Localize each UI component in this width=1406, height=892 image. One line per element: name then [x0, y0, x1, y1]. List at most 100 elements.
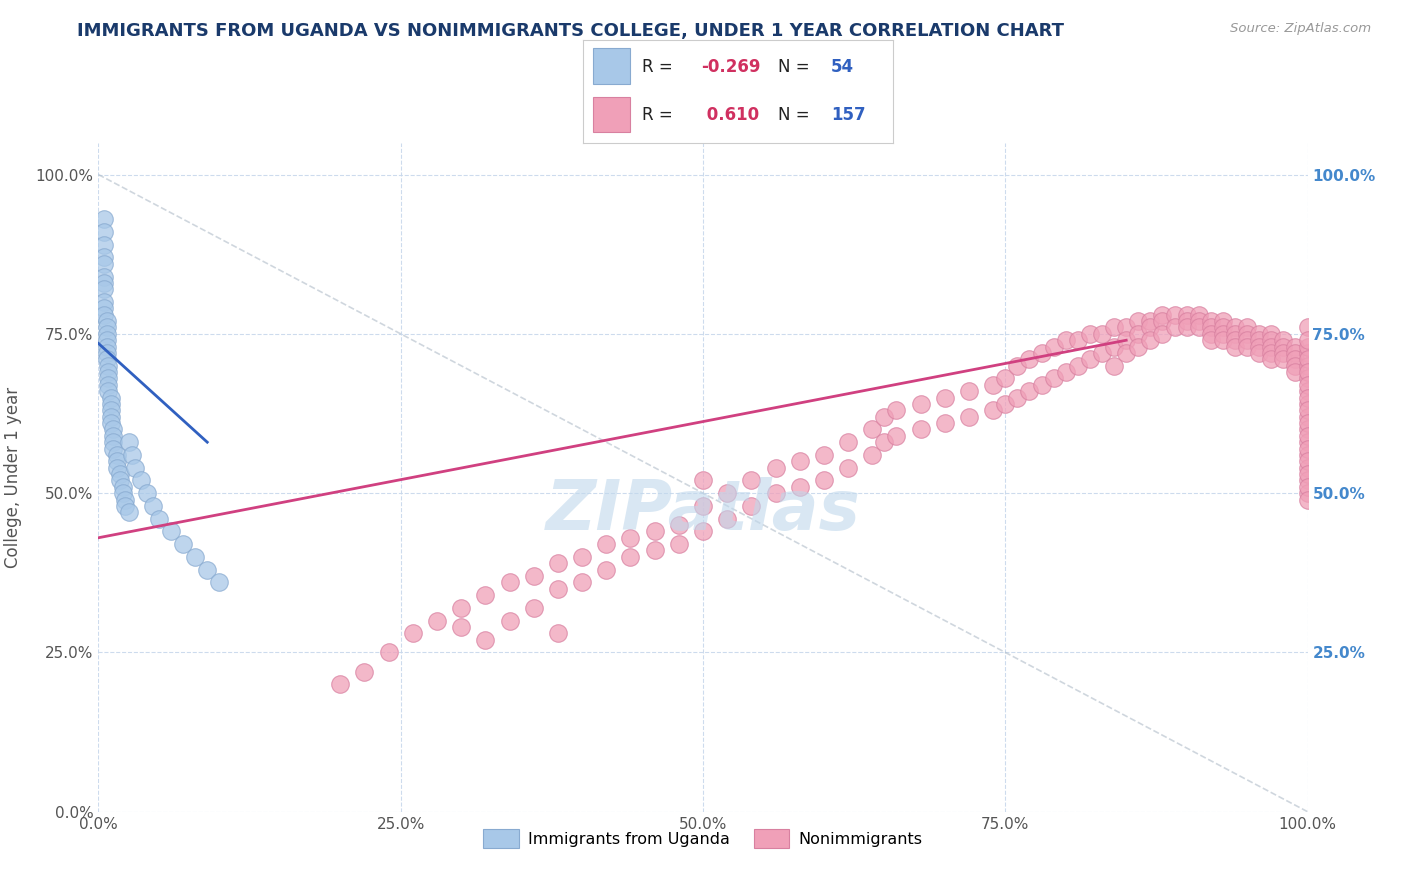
Point: [1260, 352, 1282, 367]
Point: [1284, 346, 1306, 360]
Point: [1115, 333, 1137, 347]
Point: [353, 665, 375, 679]
Point: [1296, 320, 1319, 334]
Point: [1007, 359, 1029, 373]
Point: [571, 549, 593, 564]
Point: [101, 435, 124, 450]
Point: [1199, 320, 1222, 334]
Point: [96, 333, 118, 347]
Point: [1199, 326, 1222, 341]
Point: [1296, 384, 1319, 399]
Point: [105, 460, 128, 475]
Point: [1163, 320, 1185, 334]
Point: [97, 359, 120, 373]
Point: [1031, 346, 1053, 360]
Point: [873, 435, 896, 450]
Point: [1296, 371, 1319, 385]
Point: [1296, 486, 1319, 500]
Text: R =: R =: [643, 58, 678, 76]
Point: [105, 454, 128, 468]
Point: [1236, 340, 1258, 354]
Point: [1284, 359, 1306, 373]
Point: [1296, 442, 1319, 456]
Point: [474, 588, 496, 602]
Point: [1115, 320, 1137, 334]
Point: [1102, 320, 1125, 334]
Point: [765, 460, 787, 475]
Point: [957, 409, 980, 424]
Point: [1212, 333, 1234, 347]
Point: [1115, 346, 1137, 360]
Point: [114, 492, 136, 507]
Bar: [593, 96, 630, 132]
Text: -0.269: -0.269: [702, 58, 761, 76]
Point: [402, 626, 425, 640]
Point: [547, 626, 569, 640]
Point: [172, 537, 194, 551]
Point: [910, 397, 932, 411]
Point: [1042, 371, 1064, 385]
Point: [1199, 314, 1222, 328]
Point: [100, 416, 122, 430]
Point: [1223, 333, 1246, 347]
Point: [1078, 352, 1101, 367]
Point: [1296, 454, 1319, 468]
Point: [994, 371, 1017, 385]
Point: [450, 620, 472, 634]
Point: [1296, 492, 1319, 507]
Point: [1128, 340, 1150, 354]
Point: [1188, 314, 1211, 328]
Point: [1054, 333, 1077, 347]
Point: [1260, 340, 1282, 354]
Point: [813, 474, 835, 488]
Point: [1091, 326, 1114, 341]
Point: [377, 645, 399, 659]
Point: [523, 569, 546, 583]
Point: [716, 511, 738, 525]
Point: [1152, 326, 1174, 341]
Point: [1054, 365, 1077, 379]
Point: [1212, 326, 1234, 341]
Point: [474, 632, 496, 647]
Point: [1296, 391, 1319, 405]
Point: [160, 524, 183, 539]
Point: [96, 340, 118, 354]
Point: [1091, 346, 1114, 360]
Point: [1272, 346, 1295, 360]
Point: [1296, 467, 1319, 481]
Point: [1284, 365, 1306, 379]
Point: [910, 422, 932, 436]
Point: [1007, 391, 1029, 405]
Point: [93, 282, 115, 296]
Point: [1249, 346, 1271, 360]
Point: [208, 575, 231, 590]
Point: [142, 499, 165, 513]
Point: [789, 480, 811, 494]
Point: [1212, 314, 1234, 328]
Text: 0.610: 0.610: [702, 106, 759, 124]
Point: [1223, 326, 1246, 341]
Point: [1128, 326, 1150, 341]
Point: [1296, 422, 1319, 436]
Point: [1296, 448, 1319, 462]
Point: [1260, 326, 1282, 341]
Point: [93, 212, 115, 227]
Point: [1296, 460, 1319, 475]
Point: [498, 614, 520, 628]
Point: [108, 467, 131, 481]
Point: [1175, 320, 1198, 334]
Point: [1236, 320, 1258, 334]
Point: [1042, 340, 1064, 354]
Point: [96, 314, 118, 328]
Point: [426, 614, 449, 628]
Point: [1296, 377, 1319, 392]
Point: [1139, 314, 1161, 328]
Point: [1031, 377, 1053, 392]
Point: [100, 409, 122, 424]
Point: [101, 429, 124, 443]
Point: [716, 486, 738, 500]
Point: [93, 301, 115, 316]
Point: [1296, 346, 1319, 360]
Point: [1296, 409, 1319, 424]
Point: [692, 499, 714, 513]
